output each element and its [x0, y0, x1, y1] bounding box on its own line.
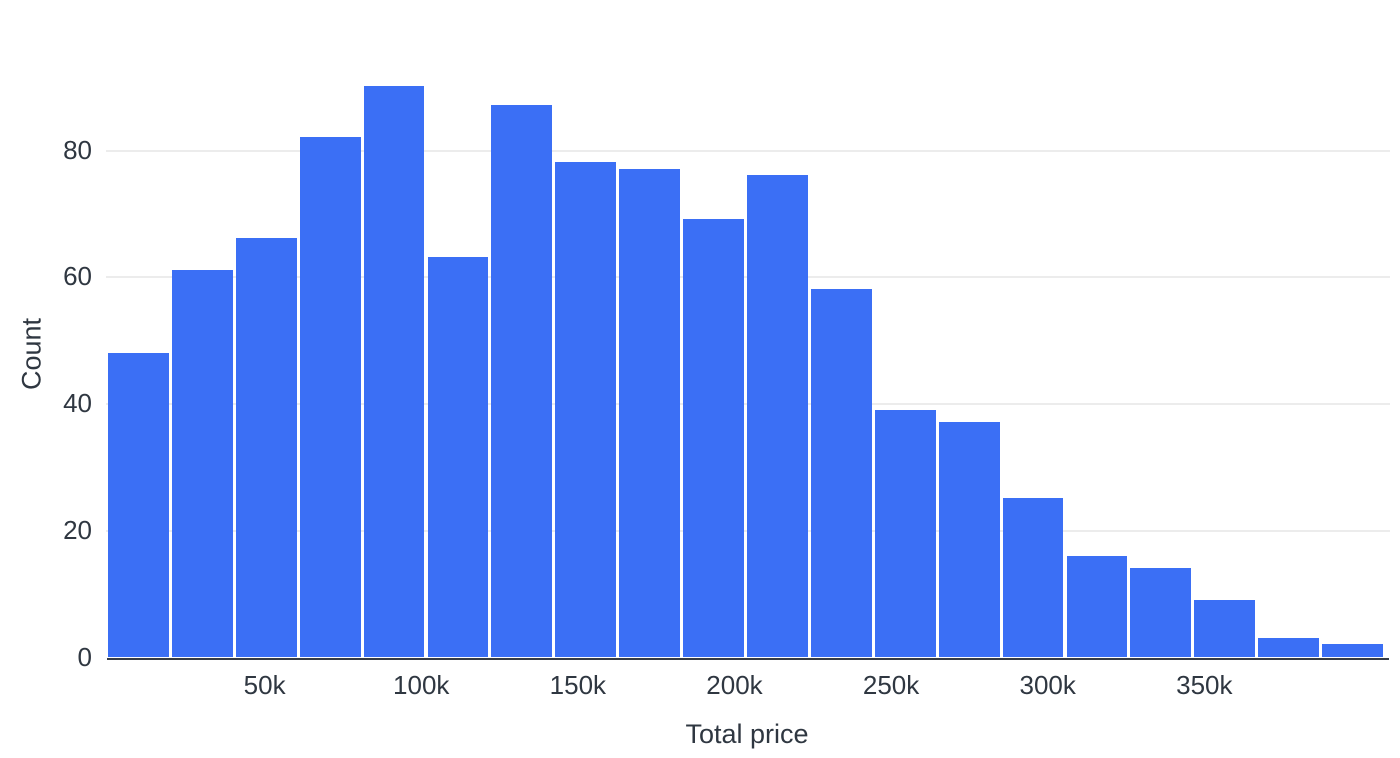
histogram-bar — [235, 238, 297, 657]
histogram-bar — [555, 162, 617, 657]
histogram-bar — [363, 86, 425, 657]
x-axis-title: Total price — [685, 719, 809, 749]
histogram-bar — [1258, 637, 1320, 657]
histogram-bar — [1194, 599, 1256, 657]
x-axis-tick-label: 350k — [1176, 670, 1233, 700]
grid-line — [106, 150, 1390, 152]
x-axis-tick-label: 250k — [862, 670, 920, 700]
x-axis-line — [107, 658, 1389, 660]
x-axis-tick-label: 200k — [706, 670, 763, 700]
y-axis-tick-label: 80 — [63, 135, 92, 165]
y-axis-tick-label: 60 — [63, 261, 92, 291]
histogram-bar — [683, 219, 744, 657]
histogram-bar — [747, 174, 808, 657]
histogram-bar — [1066, 555, 1128, 657]
histogram-bar — [874, 409, 936, 657]
x-axis-tick-label: 100k — [393, 670, 450, 700]
histogram-bar — [491, 105, 553, 657]
x-axis-tick-label: 50k — [243, 670, 286, 700]
y-axis-title: Count — [16, 317, 47, 391]
y-axis-tick-label: 40 — [63, 388, 92, 418]
histogram-bar — [810, 289, 872, 657]
histogram-bar — [171, 270, 233, 657]
x-axis-tick-label: 300k — [1019, 670, 1076, 700]
histogram-bar — [619, 168, 681, 657]
histogram-bar — [1130, 568, 1192, 657]
histogram-bar — [108, 352, 169, 657]
y-axis-tick-label: 0 — [77, 642, 92, 672]
histogram-bar — [1002, 498, 1064, 657]
x-axis-tick-label: 150k — [549, 670, 607, 700]
histogram-bar — [1322, 644, 1383, 657]
histogram-bar — [938, 422, 1000, 657]
y-axis-tick-label: 20 — [63, 515, 92, 545]
histogram-bar — [299, 136, 361, 657]
histogram-bar — [427, 257, 489, 657]
